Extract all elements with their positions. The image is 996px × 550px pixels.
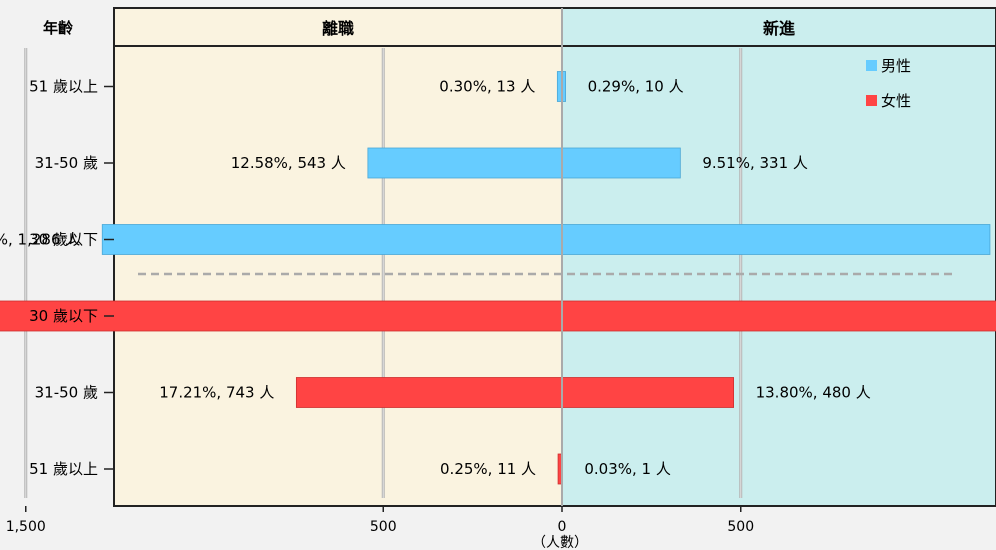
x-tick-label: 500: [370, 519, 397, 535]
right-bar: [561, 377, 735, 408]
left-bar: [295, 377, 563, 408]
category-label: 30 歲以下: [29, 231, 98, 249]
left-data-label: 17.21%, 743 人: [159, 384, 274, 402]
x-tick-label: 0: [558, 519, 567, 535]
left-data-label: 0.30%, 13 人: [439, 78, 535, 96]
right-data-label: 0.29%, 10 人: [588, 78, 684, 96]
x-tick-label: 500: [727, 519, 754, 535]
data-labels: 0.30%, 13 人 0.29%, 10 人 12.58%, 543 人 9.51%…: [0, 78, 871, 479]
legend-swatch: [866, 60, 877, 71]
right-bar: [561, 147, 681, 179]
plot-frame: [113, 7, 996, 507]
x-axis-ticks: 2,0001,50050005001,5002,000: [6, 506, 754, 535]
right-bar: [561, 300, 996, 332]
left-panel-background: [114, 8, 562, 506]
bars: [0, 71, 996, 485]
legend-swatch: [866, 95, 877, 106]
right-data-label: 0.03%, 1 人: [584, 460, 671, 478]
left-data-label: 29.78%, 1,286 人: [0, 231, 80, 249]
left-bar: [0, 300, 563, 332]
right-panel-title: 新進: [763, 19, 795, 38]
category-axis: 51 歲以上 31-50 歲 30 歲以下 30 歲以下 31-50 歲 51 歲以上: [29, 78, 114, 478]
left-data-label: 12.58%, 543 人: [231, 154, 346, 172]
left-bar: [101, 224, 563, 255]
legend-label: 男性: [881, 57, 911, 75]
left-panel-title: 離職: [322, 19, 354, 38]
corner-label: 年齡: [43, 19, 73, 37]
x-tick-label: 1,500: [6, 519, 46, 535]
category-label: 51 歲以上: [29, 78, 98, 96]
legend-label: 女性: [881, 92, 911, 110]
category-label: 51 歲以上: [29, 460, 98, 478]
category-label: 30 歲以下: [29, 307, 98, 325]
category-label: 31-50 歲: [35, 154, 98, 172]
right-data-label: 9.51%, 331 人: [702, 154, 808, 172]
right-bar: [561, 224, 991, 255]
right-data-label: 13.80%, 480 人: [756, 384, 871, 402]
left-data-label: 0.25%, 11 人: [440, 460, 536, 478]
left-bar: [367, 147, 563, 179]
category-label: 31-50 歲: [35, 384, 98, 402]
x-axis-label: （人數）: [532, 535, 588, 550]
right-panel-background: [562, 8, 996, 506]
